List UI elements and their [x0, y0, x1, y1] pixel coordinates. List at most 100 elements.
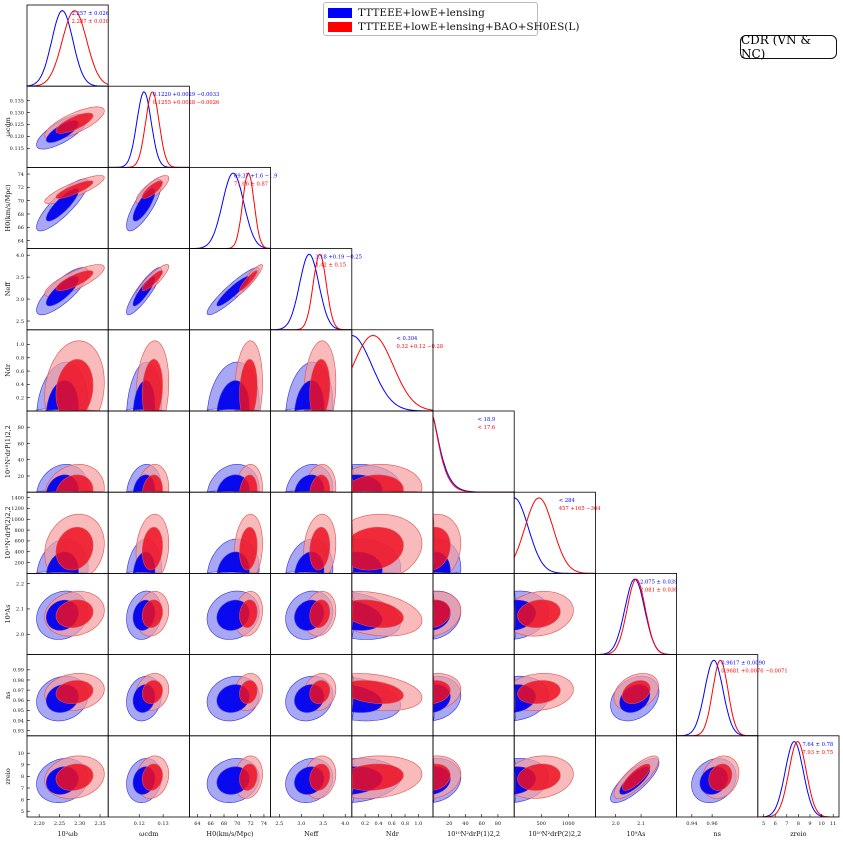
annotation-4-s2: 0.32 +0.12 −0.28 — [396, 344, 443, 350]
y-tick-label-9-1: 6 — [21, 797, 24, 803]
x-tick-label-5-0: 20 — [446, 821, 452, 827]
annotation-1-s2: 0.1255 +0.0028 −0.0026 — [153, 100, 219, 106]
contour-2-0-s2-inner — [55, 180, 94, 199]
y-tick-label-3-1: 3.0 — [16, 297, 24, 303]
x-tick-label-5-2: 60 — [479, 821, 485, 827]
x-tick-label-9-3: 8 — [797, 821, 800, 827]
legend: TTTEEE+lowE+lensing TTTEEE+lowE+lensing+… — [323, 2, 579, 36]
x-tick-label-1-1: 0.13 — [158, 821, 169, 827]
y-tick-label-7-0: 2.0 — [16, 632, 24, 638]
annotation-0-s2: 2.287 ± 0.030 — [72, 19, 109, 25]
x-axis-label-8: ns — [713, 830, 721, 838]
y-axis-label-4: Ndr — [4, 363, 12, 377]
x-axis-label-4: Ndr — [386, 830, 400, 838]
y-tick-label-3-3: 4.0 — [16, 253, 24, 259]
legend-label-1: TTTEEE+lowE+lensing — [358, 7, 485, 19]
posterior-curve-2-s2 — [189, 172, 271, 249]
contour-8-2-s2-inner — [239, 680, 258, 704]
x-tick-label-4-2: 0.6 — [388, 821, 396, 827]
panel-frame-3-3 — [270, 248, 353, 331]
annotation-5-s1: < 18.9 — [478, 417, 496, 423]
y-tick-label-4-3: 0.8 — [16, 356, 24, 362]
x-tick-label-2-5: 74 — [261, 821, 267, 827]
contour-9-2-s2-inner — [239, 763, 258, 791]
x-tick-label-4-3: 0.8 — [401, 821, 409, 827]
contour-9-0-s2-inner — [55, 763, 94, 791]
annotation-4-s1: < 0.304 — [396, 336, 418, 342]
y-tick-label-9-4: 9 — [21, 763, 24, 769]
x-axis-label-9: zreio — [790, 830, 806, 838]
contour-3-1-s2-inner — [141, 270, 163, 291]
annotation-3-s1: 3.18 +0.19 −0.25 — [315, 255, 362, 261]
y-tick-label-2-0: 64 — [18, 238, 24, 244]
panel-frame-7-7 — [595, 573, 678, 656]
contour-6-3-s2-inner — [309, 526, 331, 571]
contour-9-1-s2-inner — [141, 763, 163, 791]
y-tick-label-4-0: 0.2 — [16, 395, 24, 401]
x-tick-label-8-0: 0.94 — [686, 821, 697, 827]
contour-9-8-s2-inner — [708, 763, 733, 791]
y-tick-label-7-2: 2.2 — [16, 581, 24, 587]
y-tick-label-8-5: 0.98 — [13, 678, 24, 684]
x-tick-label-9-2: 7 — [785, 821, 788, 827]
y-axis-label-7: 10⁹As — [4, 605, 12, 624]
legend-swatch-2 — [328, 22, 352, 32]
x-axis-label-6: 10¹⁰N²drP(2)2,2 — [528, 830, 581, 838]
y-tick-label-8-2: 0.95 — [13, 708, 24, 714]
panel-frame-2-2 — [188, 166, 271, 249]
x-tick-label-2-0: 64 — [194, 821, 200, 827]
y-tick-label-1-2: 0.125 — [10, 122, 24, 128]
annotation-2-s2: 71.66 ± 0.87 — [234, 181, 268, 187]
model-badge: CDR (VN & NC) — [740, 33, 837, 61]
contour-8-4-s2-inner — [351, 680, 404, 704]
y-axis-label-6: 10¹⁰N²drP(2)2,2 — [4, 506, 12, 559]
contour-6-1-s2-inner — [141, 526, 163, 571]
y-tick-label-6-6: 1400 — [11, 495, 24, 501]
y-tick-label-9-3: 8 — [21, 774, 24, 780]
x-tick-label-1-0: 0.12 — [134, 821, 145, 827]
y-tick-label-4-2: 0.6 — [16, 369, 24, 375]
x-tick-label-5-1: 40 — [462, 821, 468, 827]
x-tick-label-9-4: 9 — [808, 821, 811, 827]
contour-7-6-s2-inner — [517, 599, 561, 628]
y-tick-label-8-1: 0.94 — [13, 718, 24, 724]
x-axis-label-1: ωcdm — [139, 830, 158, 838]
posterior-curve-6-s2 — [514, 497, 596, 574]
contour-6-2-s2-inner — [239, 526, 258, 571]
y-tick-label-3-2: 3.5 — [16, 275, 24, 281]
contour-9-3-s2-inner — [309, 763, 331, 791]
x-tick-label-6-1: 1000 — [562, 821, 575, 827]
contour-6-0-s2-inner — [55, 526, 94, 571]
contour-9-4-s2-inner — [351, 763, 404, 791]
y-tick-label-8-3: 0.96 — [13, 698, 24, 704]
y-tick-label-9-5: 10 — [18, 751, 24, 757]
panel-frame-1-1 — [107, 85, 190, 168]
x-axis-label-2: H0(km/s/Mpc) — [206, 830, 254, 838]
y-tick-label-8-0: 0.93 — [13, 729, 24, 735]
y-tick-label-1-0: 0.115 — [10, 146, 24, 152]
annotation-8-s2: 0.9681 +0.0076 −0.0071 — [721, 669, 787, 675]
posterior-curve-6-s1 — [514, 497, 596, 574]
x-tick-label-2-4: 72 — [247, 821, 253, 827]
annotation-1-s1: 0.1220 +0.0029 −0.0033 — [153, 92, 219, 98]
contour-8-7-s2-inner — [622, 680, 651, 704]
panel-frame-0-0 — [26, 4, 109, 87]
y-tick-label-5-0: 20 — [18, 474, 24, 480]
posterior-curve-5-s1 — [433, 416, 515, 493]
posterior-curve-0-s1 — [27, 10, 109, 87]
y-tick-label-9-0: 5 — [21, 809, 24, 815]
y-axis-label-9: zreio — [4, 768, 12, 784]
contour-8-6-s2-inner — [517, 680, 561, 704]
y-tick-label-2-3: 70 — [18, 198, 24, 204]
contour-8-1-s2-inner — [141, 680, 163, 704]
contour-9-5-s2-inner — [433, 763, 451, 791]
legend-entry-1: TTTEEE+lowE+lensing — [328, 6, 485, 20]
y-tick-label-6-2: 600 — [14, 539, 24, 545]
contour-3-2-s2-inner — [239, 270, 258, 291]
annotation-2-s1: 69.37 +1.6 −1.9 — [234, 173, 277, 179]
annotation-6-s1: < 284 — [559, 498, 576, 504]
x-tick-label-3-0: 2.5 — [275, 821, 283, 827]
posterior-curve-0-s2 — [27, 10, 109, 87]
annotation-8-s1: 0.9617 ± 0.0090 — [721, 661, 765, 667]
x-tick-label-2-3: 70 — [234, 821, 240, 827]
